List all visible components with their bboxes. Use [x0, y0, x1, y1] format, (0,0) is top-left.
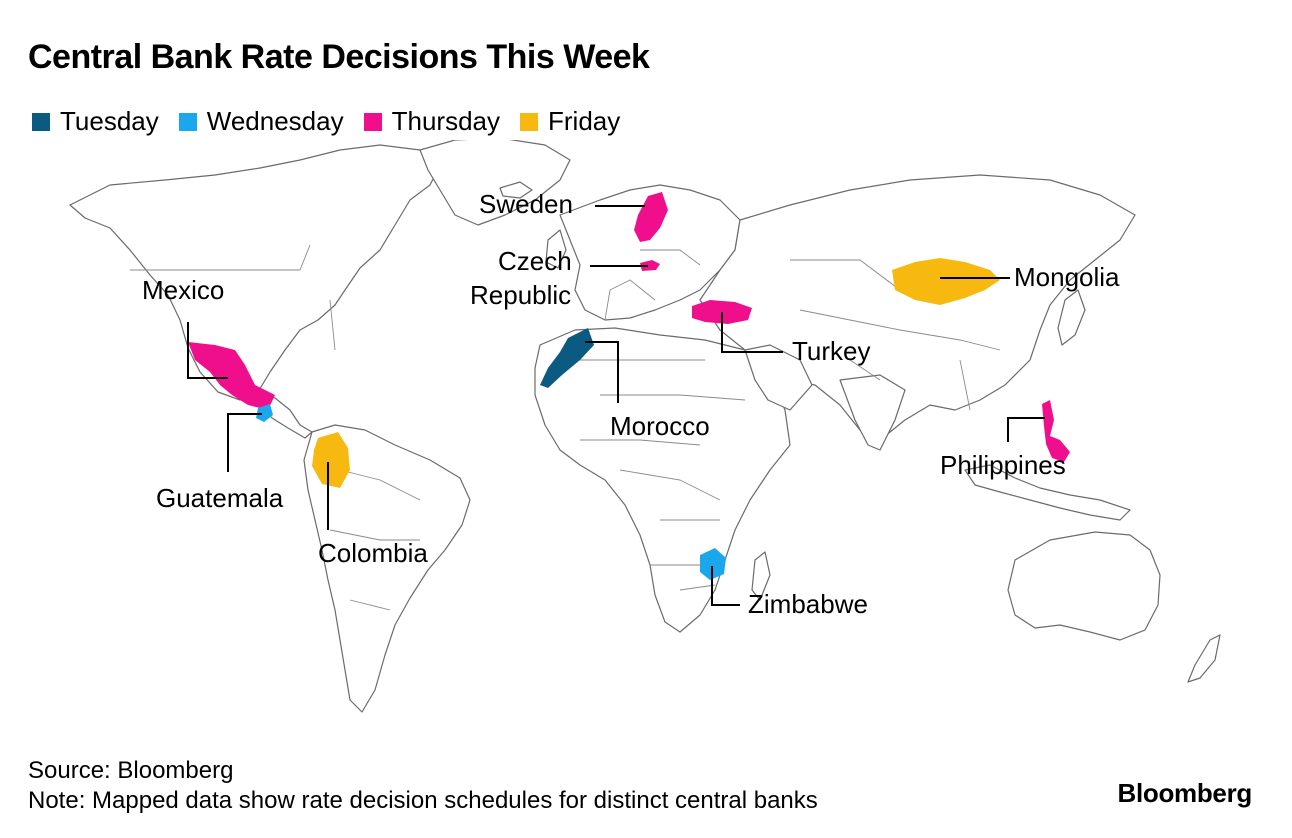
landmass-indonesia: [964, 464, 1131, 521]
label-mongolia: Mongolia: [1014, 262, 1120, 292]
highlighted-countries: [188, 192, 1070, 580]
landmass-india: [839, 374, 906, 451]
chart-title: Central Bank Rate Decisions This Week: [28, 38, 650, 76]
landmass-new-zealand: [1187, 634, 1221, 683]
country-labels: Sweden Czech Republic Mongolia Mexico Tu…: [142, 189, 1120, 619]
legend-label-thursday: Thursday: [391, 106, 500, 136]
label-guatemala: Guatemala: [156, 483, 284, 513]
label-zimbabwe: Zimbabwe: [748, 589, 868, 619]
legend-swatch-wednesday: [178, 112, 197, 131]
country-colombia: [312, 432, 350, 488]
landmass-europe: [559, 184, 741, 321]
legend-item-thursday: Thursday: [363, 106, 500, 137]
label-colombia: Colombia: [318, 538, 428, 568]
country-mongolia: [892, 258, 1000, 305]
landmass-australia: [1007, 531, 1161, 641]
legend-item-tuesday: Tuesday: [32, 106, 159, 137]
landmass-uk: [545, 229, 567, 269]
leader-lines: [187, 205, 1045, 606]
landmass-madagascar: [751, 551, 771, 601]
label-morocco: Morocco: [610, 411, 710, 441]
label-czech-line1: Czech: [498, 246, 572, 276]
legend-label-friday: Friday: [548, 106, 621, 136]
legend-swatch-friday: [520, 112, 538, 131]
leader-guatemala: [227, 413, 262, 472]
landmass-south-america: [303, 424, 471, 713]
world-map: Sweden Czech Republic Mongolia Mexico Tu…: [69, 140, 1221, 713]
landmasses: [69, 140, 1221, 713]
legend-item-friday: Friday: [520, 106, 620, 137]
leader-morocco: [585, 341, 619, 403]
legend-label-wednesday: Wednesday: [206, 106, 344, 136]
country-sweden: [634, 192, 668, 242]
country-guatemala: [256, 404, 273, 422]
leader-philippines: [1007, 417, 1045, 442]
leader-turkey: [721, 312, 783, 353]
landmass-iceland: [499, 181, 533, 199]
data-note: Note: Mapped data show rate decision sch…: [28, 787, 818, 814]
country-zimbabwe: [700, 548, 726, 580]
bloomberg-logo: Bloomberg: [1117, 778, 1252, 808]
legend-label-tuesday: Tuesday: [60, 106, 159, 136]
label-philippines: Philippines: [940, 450, 1066, 480]
label-czech-line2: Republic: [470, 280, 571, 310]
country-mexico: [188, 342, 275, 410]
landmass-japan: [1057, 289, 1086, 346]
legend-item-wednesday: Wednesday: [178, 106, 344, 137]
legend-swatch-tuesday: [32, 112, 50, 131]
country-borders: [130, 244, 1001, 611]
landmass-africa: [534, 327, 791, 633]
source-note: Source: Bloomberg: [28, 757, 234, 784]
country-philippines: [1042, 400, 1070, 462]
label-mexico: Mexico: [142, 275, 224, 305]
legend: Tuesday Wednesday Thursday Friday: [32, 106, 620, 137]
landmass-greenland: [419, 140, 571, 226]
country-czech-republic: [640, 260, 660, 271]
country-morocco: [540, 328, 594, 388]
label-sweden: Sweden: [479, 189, 573, 219]
label-turkey: Turkey: [792, 336, 871, 366]
leader-zimbabwe: [711, 566, 740, 606]
leader-mexico: [187, 322, 228, 379]
legend-swatch-thursday: [363, 112, 382, 131]
landmass-north-america: [69, 144, 441, 401]
footer: Source: Bloomberg Note: Mapped data show…: [28, 756, 818, 816]
landmass-arabia: [744, 344, 813, 411]
